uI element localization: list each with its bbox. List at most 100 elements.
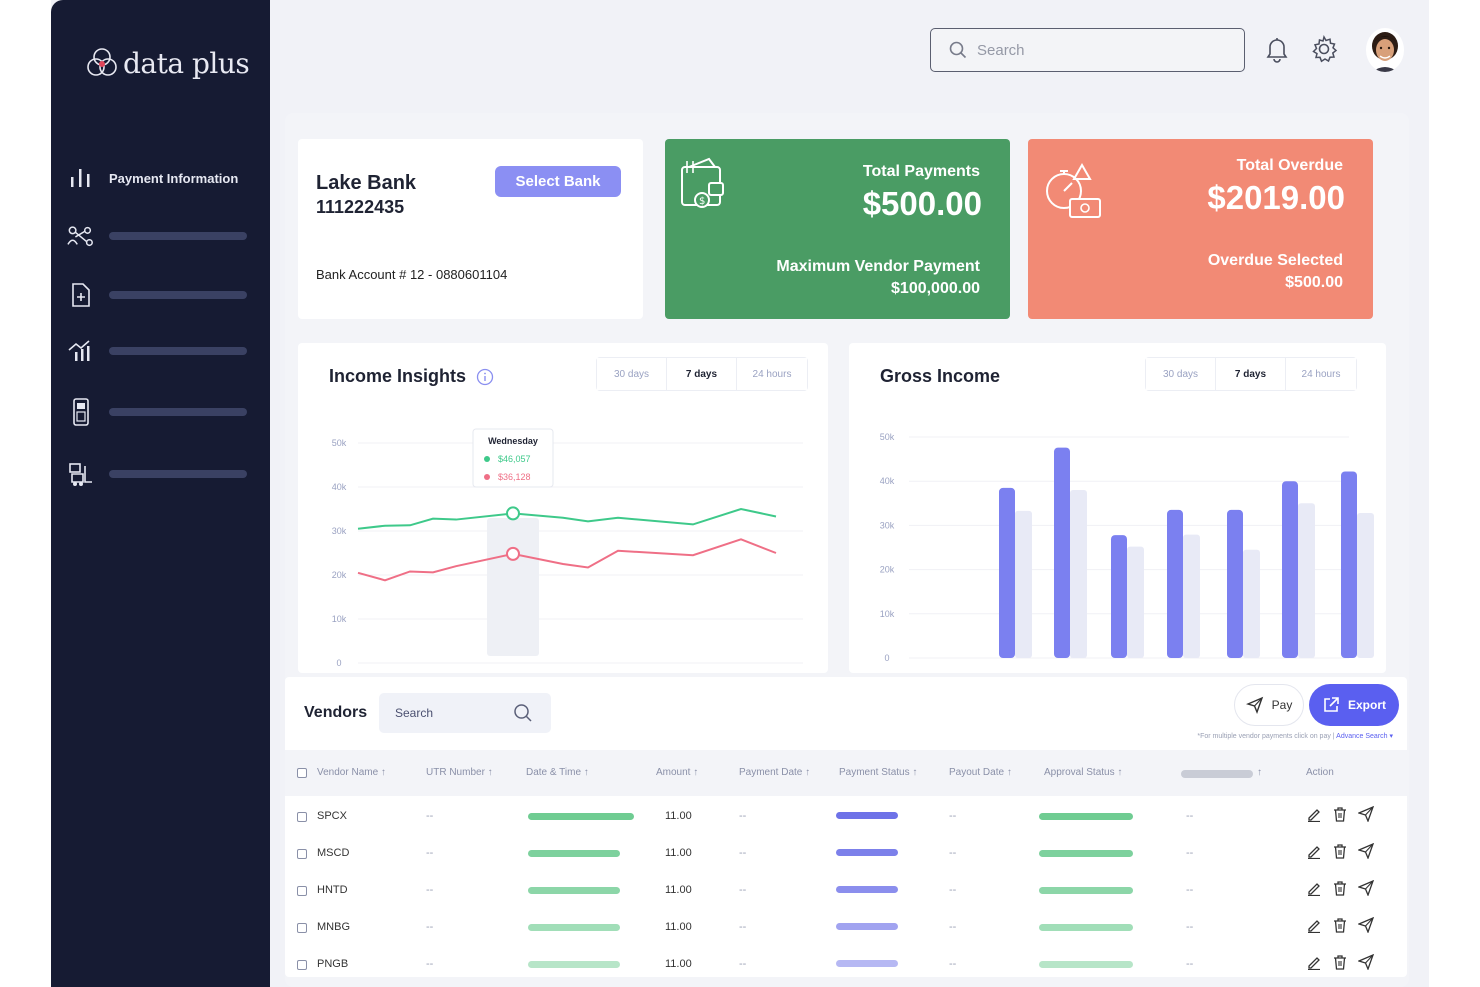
select-bank-button[interactable]: Select Bank [495, 166, 621, 197]
network-icon [67, 222, 95, 250]
row-checkbox[interactable] [297, 923, 307, 933]
info-icon[interactable] [476, 368, 494, 386]
y-tick-label: 20k [332, 570, 347, 580]
trash-icon[interactable] [1331, 916, 1349, 934]
vendor-search[interactable] [379, 693, 551, 733]
send-icon[interactable] [1357, 879, 1375, 897]
table-row[interactable]: HNTD -- 11.00 -- -- -- [285, 879, 1407, 918]
send-icon[interactable] [1357, 842, 1375, 860]
trash-icon[interactable] [1331, 879, 1349, 897]
table-row[interactable]: PNGB -- 11.00 -- -- -- [285, 953, 1407, 987]
edit-icon[interactable] [1305, 842, 1323, 860]
col-payout-date[interactable]: Payout Date ↑ [949, 767, 1012, 778]
user-avatar[interactable] [1366, 28, 1404, 72]
hover-band [487, 518, 539, 656]
multi-pay-hint: *For multiple vendor payments click on p… [1197, 732, 1393, 740]
pay-button[interactable]: Pay [1234, 684, 1304, 726]
payment-date: -- [739, 958, 747, 970]
payout-date: -- [949, 958, 957, 970]
tab-7-days[interactable]: 7 days [667, 358, 737, 390]
y-tick-label: 50k [880, 432, 895, 442]
export-label: Export [1347, 698, 1386, 712]
brand-logo[interactable]: data plus [85, 46, 250, 80]
col-utr-number[interactable]: UTR Number ↑ [426, 767, 493, 778]
bar-primary [1282, 481, 1298, 658]
notifications-button[interactable] [1262, 34, 1292, 64]
edit-icon[interactable] [1305, 916, 1323, 934]
sidebar-item-placeholder [109, 470, 247, 478]
tab-30-days[interactable]: 30 days [1146, 358, 1216, 390]
sidebar-item-analytics[interactable] [67, 336, 253, 366]
gross-income-card: 50k 40k 30k 20k 10k 0 Gross Income 30 days 7 … [849, 343, 1386, 673]
tab-7-days[interactable]: 7 days [1216, 358, 1286, 390]
avatar-icon [1366, 28, 1404, 72]
col-vendor-name[interactable]: Vendor Name ↑ [317, 767, 386, 778]
gross-income-chart: 50k 40k 30k 20k 10k 0 [880, 432, 1374, 663]
export-button[interactable]: Export [1309, 684, 1399, 726]
col-date-time[interactable]: Date & Time ↑ [526, 767, 589, 778]
table-row[interactable]: MSCD -- 11.00 -- -- -- [285, 842, 1407, 881]
logo-icon [87, 48, 117, 76]
edit-icon[interactable] [1305, 879, 1323, 897]
bank-number: 111222435 [316, 197, 405, 217]
forklift-icon [67, 460, 95, 488]
tooltip-box [472, 428, 554, 488]
approval-status-bar [1039, 813, 1133, 820]
settings-button[interactable] [1309, 34, 1339, 64]
col-amount[interactable]: Amount ↑ [656, 767, 699, 778]
amount: 11.00 [665, 958, 692, 970]
col-placeholder[interactable]: ↑ [1257, 767, 1262, 778]
col-approval-status[interactable]: Approval Status ↑ [1044, 767, 1123, 778]
edit-icon[interactable] [1305, 805, 1323, 823]
sidebar-item-network[interactable] [67, 221, 253, 251]
bar-primary [1111, 535, 1127, 658]
amount: 11.00 [665, 847, 692, 859]
bar-secondary [1357, 513, 1374, 658]
row-checkbox[interactable] [297, 960, 307, 970]
send-icon[interactable] [1357, 805, 1375, 823]
col-payment-date[interactable]: Payment Date ↑ [739, 767, 811, 778]
search-icon[interactable] [513, 703, 533, 723]
tab-30-days[interactable]: 30 days [597, 358, 667, 390]
bar-primary [999, 487, 1015, 658]
payment-date: -- [739, 884, 747, 896]
y-tick-label: 20k [880, 565, 895, 575]
approval-status-bar [1039, 961, 1133, 968]
total-overdue-card: Total Overdue $2019.00 Overdue Selected … [1028, 139, 1373, 319]
utr-number: -- [426, 847, 434, 859]
select-all-checkbox[interactable] [297, 768, 307, 778]
tab-24-hours[interactable]: 24 hours [1286, 358, 1356, 390]
extra-column: -- [1186, 847, 1194, 859]
vendor-search-input[interactable] [395, 706, 513, 720]
row-checkbox[interactable] [297, 849, 307, 859]
search-input[interactable] [977, 41, 1227, 59]
bar-secondary [1183, 534, 1200, 658]
trash-icon[interactable] [1331, 953, 1349, 971]
edit-icon[interactable] [1305, 953, 1323, 971]
income-insights-title: Income Insights [329, 366, 494, 387]
tab-24-hours[interactable]: 24 hours [737, 358, 807, 390]
col-payment-status[interactable]: Payment Status ↑ [839, 767, 918, 778]
sidebar-item-documents[interactable] [67, 280, 253, 310]
table-row[interactable]: SPCX -- 11.00 -- -- -- [285, 805, 1407, 844]
global-search[interactable] [930, 28, 1245, 72]
advance-search-link[interactable]: Advance Search ▾ [1336, 733, 1393, 740]
table-row[interactable]: MNBG -- 11.00 -- -- -- [285, 916, 1407, 955]
sidebar-item-payment-information[interactable]: Payment Information [67, 163, 253, 193]
send-icon[interactable] [1357, 953, 1375, 971]
tooltip-day: Wednesday [488, 436, 538, 446]
row-checkbox[interactable] [297, 812, 307, 822]
vendor-name: PNGB [317, 958, 349, 970]
payout-date: -- [949, 921, 957, 933]
trash-icon[interactable] [1331, 842, 1349, 860]
sidebar-item-terminal[interactable] [67, 397, 253, 427]
total-payments-card: $ Total Payments $500.00 Maximum Vendor … [665, 139, 1010, 319]
payment-status-bar [836, 849, 898, 856]
send-icon[interactable] [1357, 916, 1375, 934]
trash-icon[interactable] [1331, 805, 1349, 823]
row-checkbox[interactable] [297, 886, 307, 896]
sidebar-item-logistics[interactable] [67, 459, 253, 489]
bar-primary [1341, 471, 1357, 658]
amount: 11.00 [665, 810, 692, 822]
bank-name: Lake Bank [316, 172, 417, 194]
